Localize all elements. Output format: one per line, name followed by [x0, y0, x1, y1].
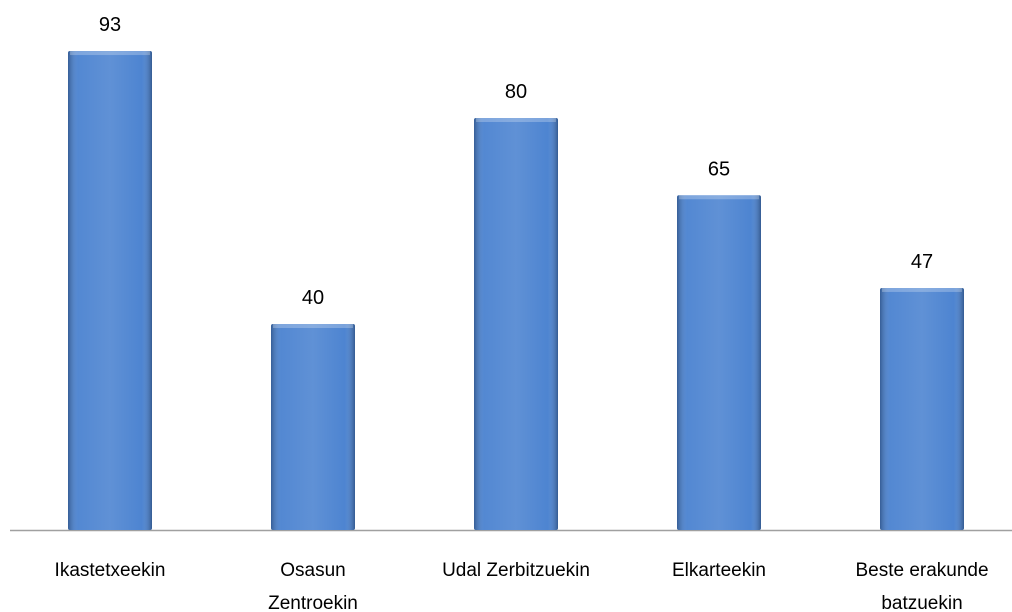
- value-label: 93: [99, 14, 121, 36]
- bar-bevel: [70, 51, 150, 56]
- value-label: 80: [505, 81, 527, 103]
- bar: [880, 287, 964, 530]
- x-tick-label: Udal Zerbitzuekin: [442, 560, 590, 581]
- bar-bevel: [273, 324, 353, 328]
- bar-bevel: [679, 195, 759, 200]
- value-label: 65: [708, 158, 730, 180]
- x-tick-label: Elkarteekin: [672, 560, 766, 581]
- x-tick-label: Beste erakunde batzuekin: [855, 560, 989, 612]
- bar: [68, 51, 152, 531]
- x-tick-label: Ikastetxeekin: [54, 560, 166, 581]
- bar-bevel: [882, 287, 962, 292]
- x-tick-label: Osasun Zentroekin: [268, 560, 358, 612]
- bar: [474, 118, 558, 530]
- value-label: 47: [911, 251, 933, 273]
- bar: [271, 324, 355, 530]
- bar-bevel: [476, 118, 556, 122]
- value-label: 40: [302, 287, 324, 309]
- bar: [677, 195, 761, 530]
